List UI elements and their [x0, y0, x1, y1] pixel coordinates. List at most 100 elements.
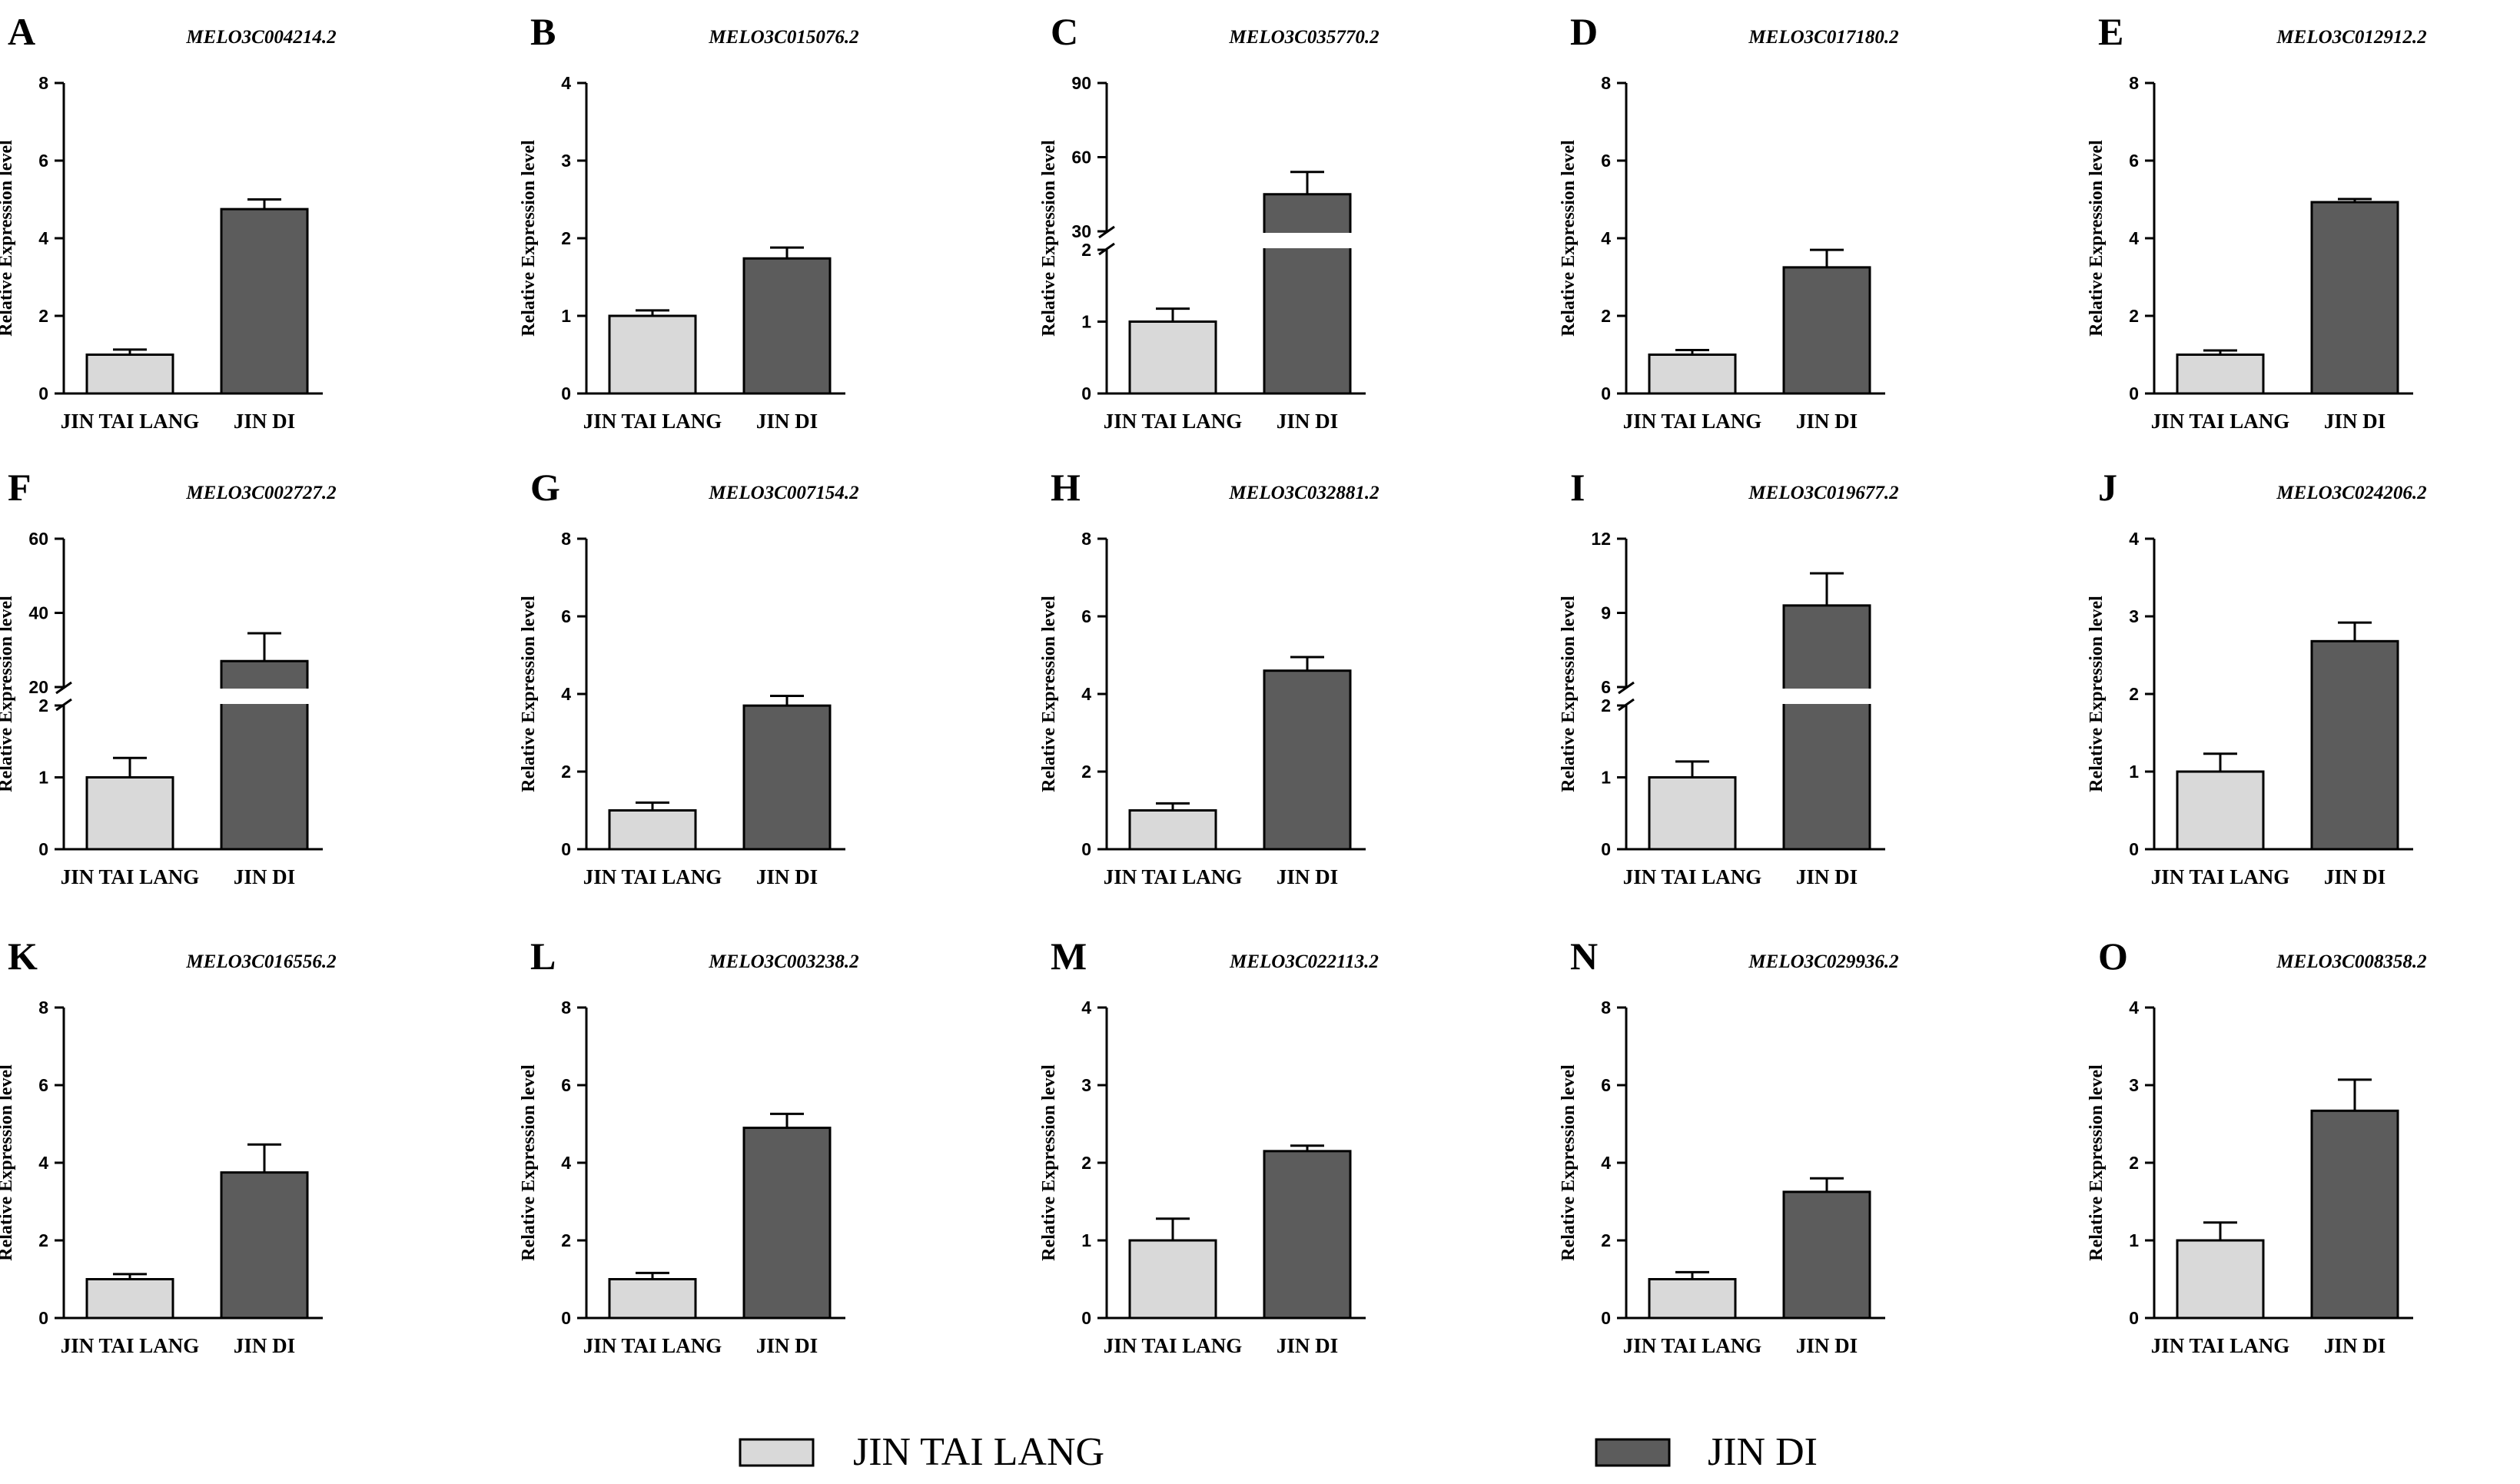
bar-jin-di: [2310, 201, 2399, 395]
bar-jin-di: [1263, 669, 1352, 851]
bar-jin-tai-lang: [1128, 320, 1217, 395]
y-tick-label: 4: [2129, 529, 2139, 549]
gene-title: MELO3C004214.2: [185, 27, 336, 48]
y-tick-label: 2: [1081, 240, 1091, 260]
panel-letter: G: [530, 466, 560, 509]
panel-o: O MELO3C008358.2 Relative Expression level…: [2087, 935, 2427, 1357]
y-axis-title: Relative Expression level: [2087, 140, 2107, 337]
y-axis-title: Relative Expression level: [0, 596, 16, 792]
x-category-label: JIN DI: [2324, 410, 2386, 433]
gene-title: MELO3C002727.2: [185, 483, 336, 503]
y-tick-label: 0: [38, 383, 48, 403]
x-category-label: JIN DI: [234, 865, 295, 888]
y-tick-label: 8: [38, 998, 48, 1018]
gene-title: MELO3C007154.2: [708, 483, 858, 503]
y-tick-label: 0: [1601, 839, 1611, 859]
bar-jin-tai-lang: [85, 354, 174, 395]
y-axis-title: Relative Expression level: [1559, 140, 1579, 337]
bar-jin-tai-lang: [608, 1278, 697, 1320]
y-tick-label: 4: [561, 73, 571, 93]
y-tick-label: 1: [2129, 762, 2139, 782]
gene-title: MELO3C016556.2: [185, 951, 336, 972]
bar-jin-tai-lang: [85, 1278, 174, 1320]
y-axis-title: Relative Expression level: [0, 140, 16, 337]
x-category-label: JIN TAI LANG: [2151, 865, 2290, 888]
panel-letter: M: [1051, 935, 1087, 978]
legend-swatch-jin-tai-lang: [739, 1438, 815, 1467]
panel-letter: J: [2098, 466, 2117, 509]
y-tick-label: 0: [1601, 1308, 1611, 1328]
x-category-label: JIN TAI LANG: [1623, 1334, 1762, 1357]
y-tick-label: 8: [2129, 73, 2139, 93]
bar-jin-tai-lang: [2176, 354, 2265, 395]
bar-jin-tai-lang: [1648, 776, 1737, 851]
y-tick-label: 2: [1601, 306, 1611, 326]
y-tick-label: 2: [2129, 1153, 2139, 1173]
y-tick-label: 1: [1081, 312, 1091, 332]
y-tick-label: 1: [38, 768, 48, 788]
y-axis-title: Relative Expression level: [1039, 1064, 1059, 1261]
panel-k: K MELO3C016556.2 Relative Expression level…: [0, 935, 337, 1357]
y-tick-label: 2: [1081, 1153, 1091, 1173]
y-tick-label: 6: [1601, 151, 1611, 171]
y-tick-label: 4: [38, 1153, 48, 1173]
panel-e: E MELO3C012912.2 Relative Expression level…: [2087, 10, 2427, 433]
y-tick-label: 2: [2129, 684, 2139, 704]
x-category-label: JIN DI: [1796, 1334, 1858, 1357]
x-category-label: JIN DI: [1277, 410, 1338, 433]
gene-title: MELO3C024206.2: [2276, 483, 2426, 503]
panel-h: H MELO3C032881.2 Relative Expression level…: [1039, 466, 1380, 888]
y-tick-label: 6: [1601, 677, 1611, 697]
x-category-label: JIN DI: [756, 865, 818, 888]
bar-jin-tai-lang: [608, 809, 697, 851]
y-tick-label: 0: [2129, 839, 2139, 859]
y-tick-label: 0: [1081, 383, 1091, 403]
y-tick-label: 0: [561, 839, 571, 859]
y-tick-label: 3: [561, 151, 571, 171]
panel-i: I MELO3C019677.2 Relative Expression level…: [1559, 466, 1899, 888]
bar-jin-di: [1263, 193, 1352, 395]
gene-title: MELO3C022113.2: [1229, 951, 1379, 972]
x-category-label: JIN DI: [756, 1334, 818, 1357]
y-tick-label: 4: [1601, 228, 1611, 248]
y-tick-label: 0: [38, 839, 48, 859]
y-axis-title: Relative Expression level: [519, 140, 539, 337]
panel-letter: F: [8, 466, 32, 509]
x-category-label: JIN TAI LANG: [1623, 865, 1762, 888]
gene-title: MELO3C015076.2: [708, 27, 858, 48]
y-tick-label: 0: [2129, 1308, 2139, 1328]
y-tick-label: 0: [1601, 383, 1611, 403]
y-tick-label: 6: [2129, 151, 2139, 171]
bar-jin-di: [1782, 604, 1871, 851]
bar-jin-di: [742, 704, 832, 851]
bar-jin-di: [2310, 639, 2399, 851]
x-category-label: JIN TAI LANG: [2151, 1334, 2290, 1357]
x-category-label: JIN TAI LANG: [2151, 410, 2290, 433]
y-tick-label: 2: [561, 1230, 571, 1250]
panel-letter: H: [1051, 466, 1081, 509]
y-tick-label: 4: [561, 1153, 571, 1173]
y-tick-label: 2: [1601, 696, 1611, 715]
y-tick-label: 0: [561, 1308, 571, 1328]
y-tick-label: 1: [561, 306, 571, 326]
x-category-label: JIN DI: [1277, 865, 1338, 888]
panel-grid: A MELO3C004214.2 Relative Expression level…: [0, 10, 2427, 1357]
panel-a: A MELO3C004214.2 Relative Expression level…: [0, 10, 337, 433]
y-tick-label: 2: [38, 1230, 48, 1250]
x-category-label: JIN DI: [234, 410, 295, 433]
y-tick-label: 90: [1071, 73, 1091, 93]
panel-n: N MELO3C029936.2 Relative Expression level…: [1559, 935, 1899, 1357]
y-tick-label: 6: [561, 1075, 571, 1095]
y-axis-title: Relative Expression level: [1559, 1064, 1579, 1261]
y-tick-label: 2: [561, 228, 571, 248]
panel-letter: O: [2098, 935, 2128, 978]
x-category-label: JIN DI: [2324, 1334, 2386, 1357]
legend: JIN TAI LANG JIN DI: [739, 1430, 1818, 1474]
y-tick-label: 4: [2129, 998, 2139, 1018]
y-tick-label: 60: [28, 529, 48, 549]
x-category-label: JIN TAI LANG: [583, 865, 722, 888]
panel-m: M MELO3C022113.2 Relative Expression level…: [1039, 935, 1379, 1357]
y-tick-label: 2: [561, 762, 571, 782]
y-tick-label: 0: [1081, 1308, 1091, 1328]
y-axis-title: Relative Expression level: [1559, 596, 1579, 792]
